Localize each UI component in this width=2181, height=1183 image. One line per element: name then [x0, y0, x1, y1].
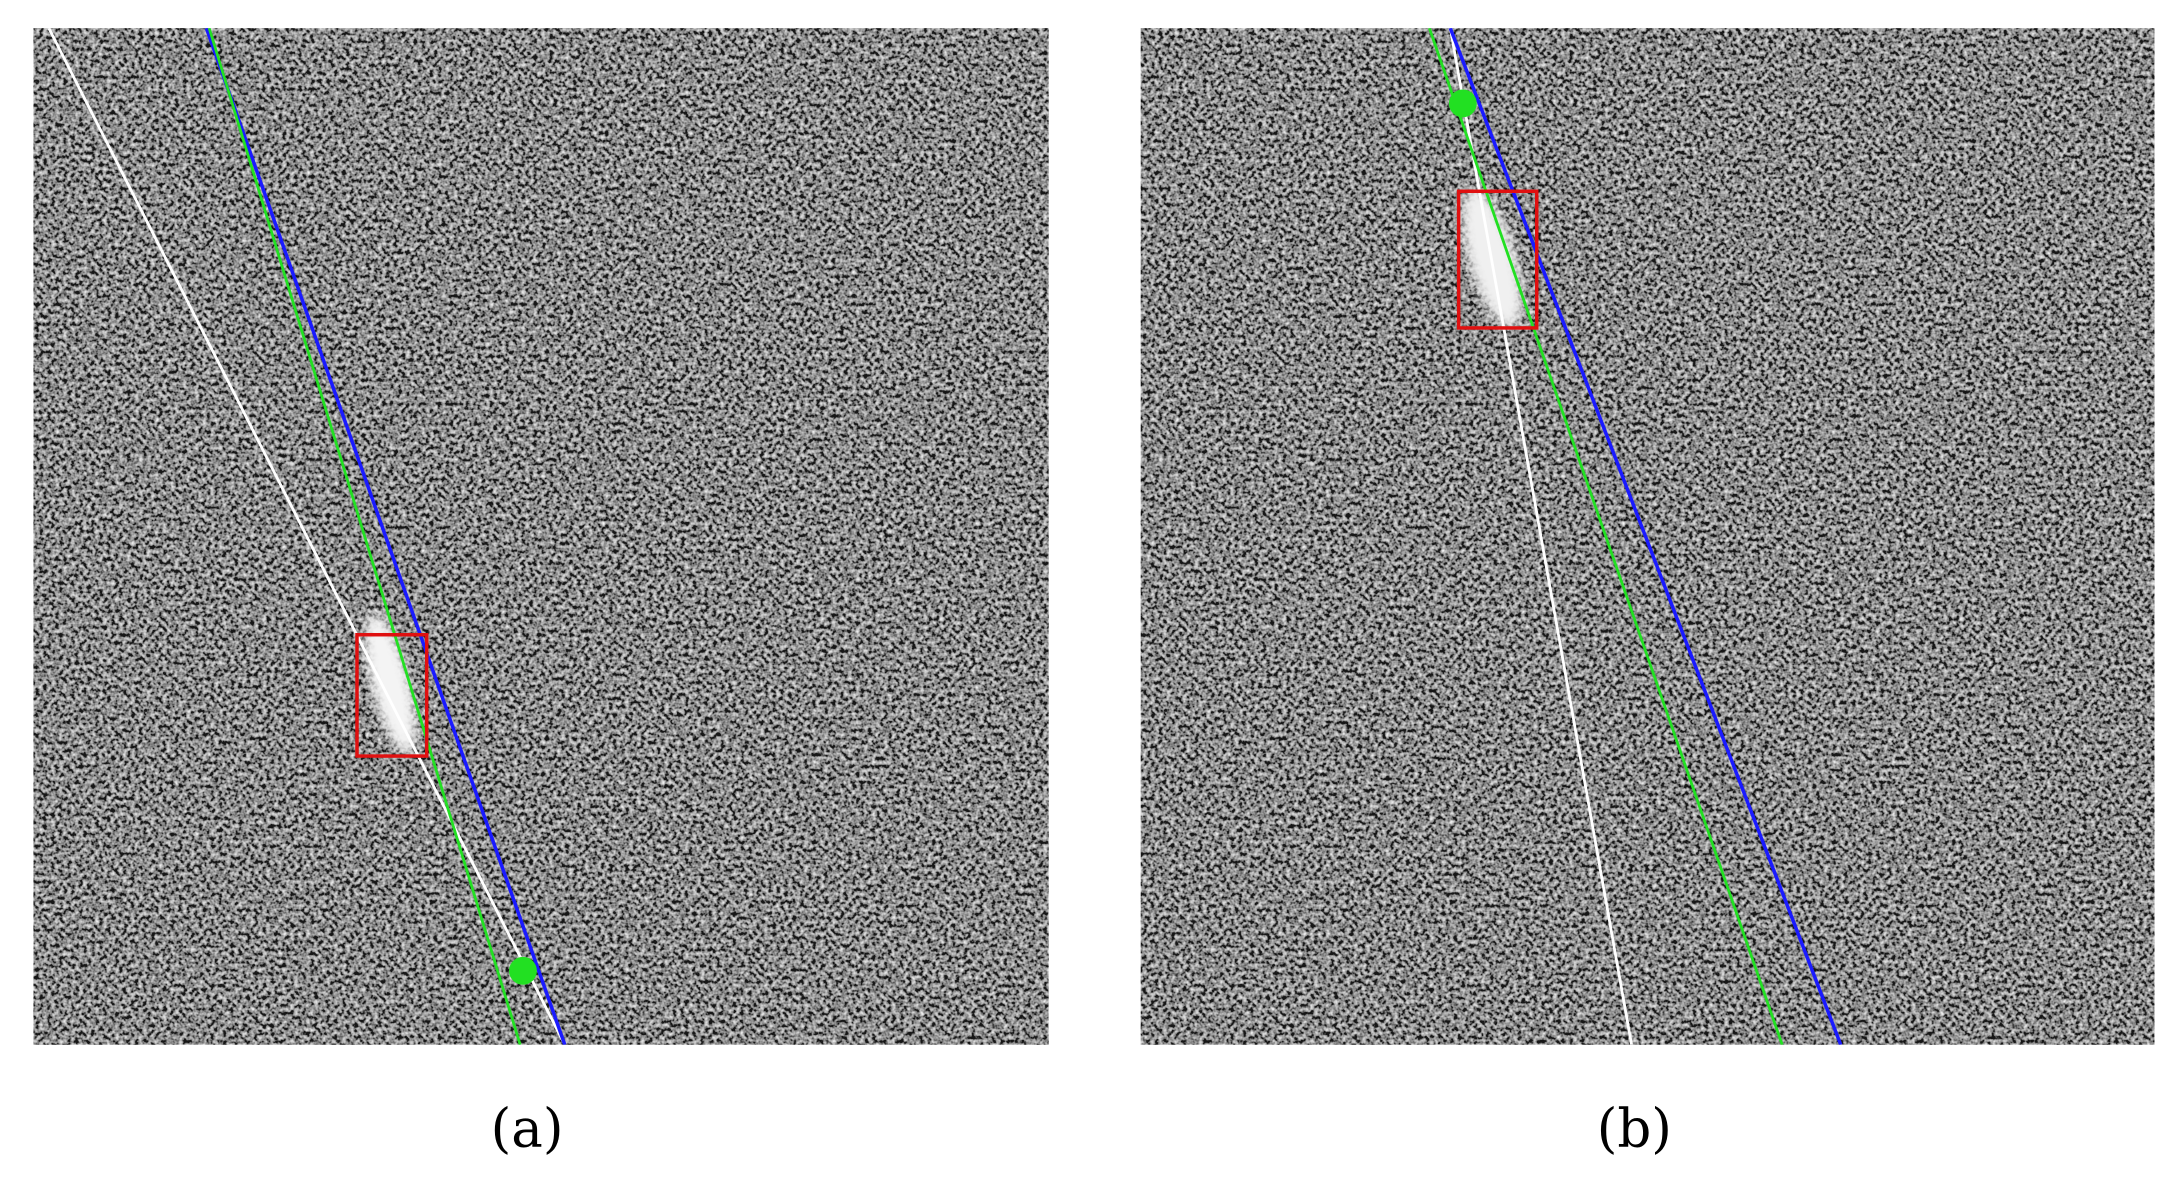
- panel-a: [33, 28, 1049, 1045]
- green-line: [207, 28, 522, 1045]
- sar-image: [33, 28, 1049, 1045]
- bounding-box: [355, 632, 429, 758]
- white-line: [47, 28, 567, 1045]
- blue-line: [204, 28, 567, 1045]
- ship-blob: [364, 613, 417, 755]
- caption: (a): [491, 1099, 564, 1160]
- bounding-box: [1456, 189, 1539, 330]
- green-line: [1428, 28, 1784, 1045]
- panel-b: [1140, 28, 2155, 1045]
- green-point: [508, 956, 537, 985]
- blue-line: [1448, 28, 1843, 1045]
- caption: (b): [1597, 1099, 1672, 1160]
- sar-image: [1140, 28, 2155, 1045]
- green-point: [1448, 89, 1477, 118]
- white-line: [1448, 28, 1633, 1045]
